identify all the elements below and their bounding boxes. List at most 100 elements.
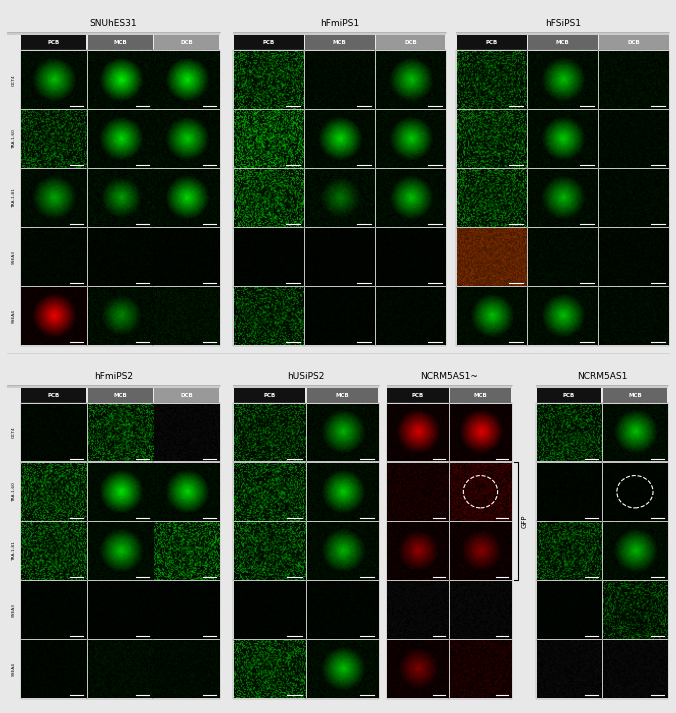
Bar [304,168,375,227]
Bar [602,521,668,580]
Bar [153,50,220,109]
Text: MCB: MCB [474,393,487,398]
Bar [456,50,527,109]
Text: PCB: PCB [48,40,60,45]
Bar [536,521,602,580]
Bar [233,227,304,287]
Bar [153,640,220,699]
Bar [449,403,512,462]
Text: MCB: MCB [114,40,127,45]
Text: TRA-1-81: TRA-1-81 [11,541,16,561]
Text: SSEA3: SSEA3 [11,250,16,264]
Bar [153,521,220,580]
Text: MCB: MCB [628,393,642,398]
Text: SSEA3: SSEA3 [11,603,16,617]
Bar [306,640,379,699]
Bar [7,386,220,388]
Bar [536,462,602,521]
Bar [87,580,153,640]
Text: NCRM5AS1~: NCRM5AS1~ [420,371,478,381]
Bar [153,403,220,462]
Bar [20,287,87,346]
Bar [20,640,87,699]
Bar [375,109,446,168]
Bar [450,388,511,403]
Bar [387,521,449,580]
Text: PCB: PCB [485,40,498,45]
Bar [233,109,304,168]
Text: MCB: MCB [114,393,127,398]
Bar [602,462,668,521]
Bar [375,50,446,109]
Bar [233,168,304,227]
Bar [536,386,668,388]
Text: OCT4: OCT4 [11,73,16,86]
Text: TRA-1-81: TRA-1-81 [11,188,16,208]
Bar [537,388,602,403]
Text: PCB: PCB [262,40,275,45]
Text: GFP: GFP [522,515,527,528]
Bar [602,403,668,462]
Bar [304,50,375,109]
Text: DCB: DCB [180,393,193,398]
Bar [602,580,668,640]
Text: MCB: MCB [333,40,347,45]
Bar [233,403,306,462]
Text: hFSiPS1: hFSiPS1 [545,19,581,28]
Bar [456,33,669,35]
Bar [87,521,153,580]
Bar [598,287,669,346]
Bar [456,227,527,287]
Text: TRA-1-60: TRA-1-60 [11,482,16,502]
Text: MCB: MCB [335,393,349,398]
Bar [387,580,449,640]
Text: hFmiPS2: hFmiPS2 [94,371,132,381]
Bar [598,168,669,227]
Text: DCB: DCB [404,40,417,45]
Bar [387,386,512,388]
Text: PCB: PCB [412,393,424,398]
Bar [376,35,445,50]
Bar [153,287,220,346]
Bar [153,109,220,168]
Bar [528,35,598,50]
Bar [7,33,220,35]
Bar [375,287,446,346]
Bar [20,168,87,227]
Bar [21,388,87,403]
Bar [304,109,375,168]
Bar [233,386,379,388]
Bar [233,33,446,35]
Bar [375,168,446,227]
Bar [456,287,527,346]
Bar [233,287,304,346]
Bar [233,640,306,699]
Bar [304,287,375,346]
Bar [306,403,379,462]
Bar [153,462,220,521]
Text: DCB: DCB [627,40,640,45]
Bar [375,227,446,287]
Bar [87,227,153,287]
Bar [20,227,87,287]
Bar [20,403,87,462]
Bar [21,35,87,50]
Bar [602,640,668,699]
Bar [233,580,306,640]
Bar [233,521,306,580]
Bar [527,227,598,287]
Text: MCB: MCB [556,40,570,45]
Bar [387,403,449,462]
Bar [87,640,153,699]
Bar [387,462,449,521]
Bar [153,227,220,287]
Bar [449,521,512,580]
Text: PCB: PCB [48,393,60,398]
Text: TRA-1-60: TRA-1-60 [11,129,16,149]
Bar [536,403,602,462]
Bar [527,50,598,109]
Bar [87,168,153,227]
Bar [234,388,305,403]
Bar [88,35,153,50]
Text: hFmiPS1: hFmiPS1 [320,19,359,28]
